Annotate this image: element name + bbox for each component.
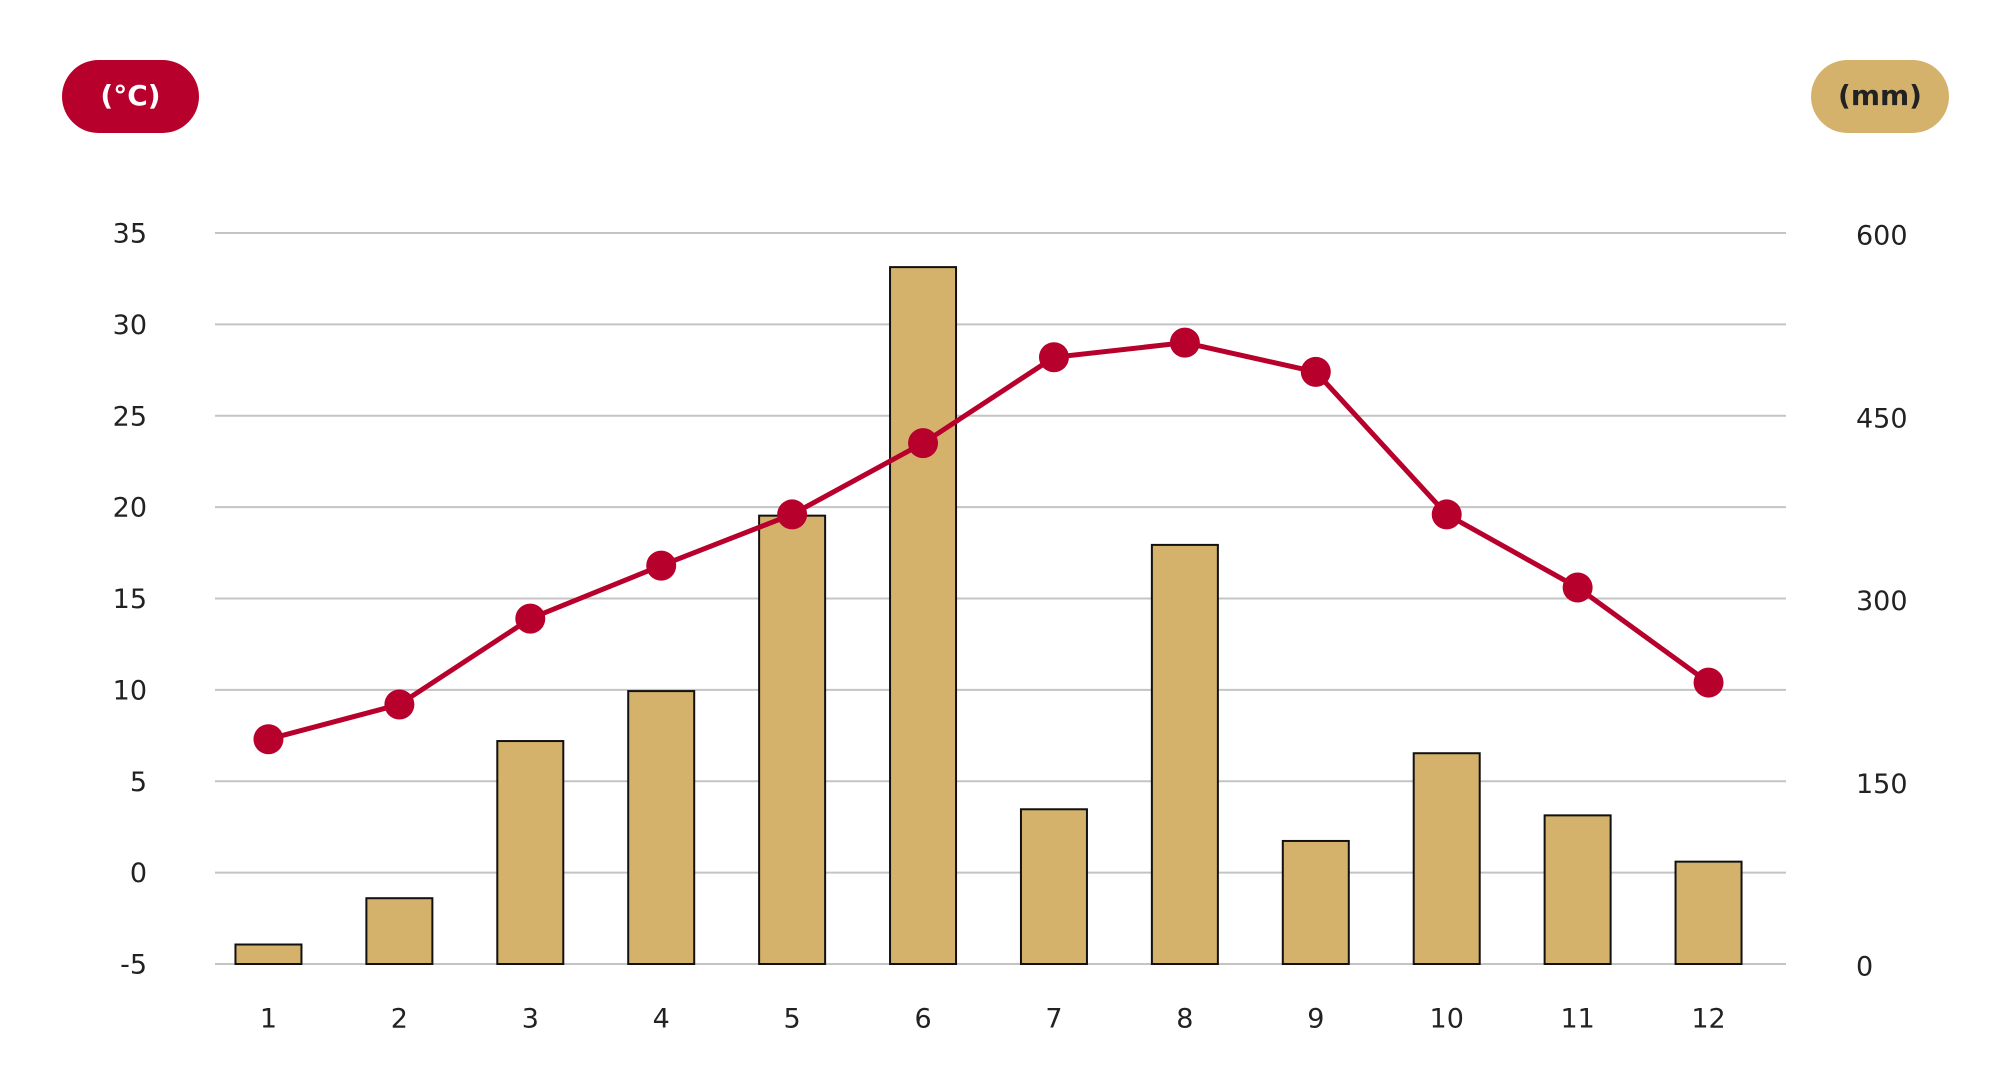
y2-tick-label: 150: [1856, 769, 1908, 800]
y-tick-label: 0: [130, 858, 147, 889]
x-tick-label: 4: [653, 1004, 670, 1035]
y2-tick-label: 0: [1856, 952, 1873, 983]
point: [908, 428, 939, 459]
point: [1169, 327, 1200, 358]
bar: [889, 266, 958, 965]
y-tick-label: 30: [113, 310, 147, 341]
y2-tick-label: 600: [1856, 221, 1908, 252]
y-tick-label: 20: [113, 493, 147, 524]
x-tick-label: 9: [1307, 1004, 1324, 1035]
y-axis-label: (°C): [100, 79, 160, 112]
bar: [365, 897, 434, 966]
bar: [496, 740, 565, 965]
x-tick-label: 8: [1176, 1004, 1193, 1035]
bar: [1543, 814, 1612, 966]
x-tick-label: 1: [260, 1004, 277, 1035]
y-tick-label: 25: [113, 401, 147, 432]
y-tick-label: 35: [113, 219, 147, 250]
x-tick-label: 7: [1045, 1004, 1062, 1035]
point: [253, 724, 284, 755]
y2-tick-label: 450: [1856, 403, 1908, 434]
point: [1562, 572, 1593, 603]
y2-tick-label: 300: [1856, 586, 1908, 617]
x-tick-label: 12: [1691, 1004, 1725, 1035]
point: [515, 603, 546, 634]
x-tick-label: 6: [914, 1004, 931, 1035]
y2-axis-label: (mm): [1838, 79, 1922, 112]
point: [1693, 667, 1724, 698]
point: [1300, 356, 1331, 387]
y-tick-label: 10: [113, 675, 147, 706]
point: [646, 550, 677, 581]
bar: [1019, 808, 1088, 965]
bar: [1674, 860, 1743, 965]
bar: [1281, 839, 1350, 965]
point: [384, 689, 415, 720]
y2-unit-badge: [1811, 60, 1949, 133]
y-tick-label: -5: [120, 950, 147, 981]
bar: [1412, 752, 1481, 965]
point: [1038, 342, 1069, 373]
x-tick-label: 10: [1430, 1004, 1464, 1035]
bar: [234, 943, 303, 965]
line: [267, 340, 1711, 742]
y-unit-badge: [62, 60, 199, 133]
x-tick-label: 3: [522, 1004, 539, 1035]
x-tick-label: 5: [784, 1004, 801, 1035]
y-tick-label: 15: [113, 584, 147, 615]
y-tick-label: 5: [130, 767, 147, 798]
bar: [758, 514, 827, 965]
x-tick-label: 2: [391, 1004, 408, 1035]
bar: [1150, 543, 1219, 965]
bar: [627, 690, 696, 965]
point: [777, 499, 808, 530]
x-tick-label: 11: [1560, 1004, 1594, 1035]
point: [1431, 499, 1462, 530]
